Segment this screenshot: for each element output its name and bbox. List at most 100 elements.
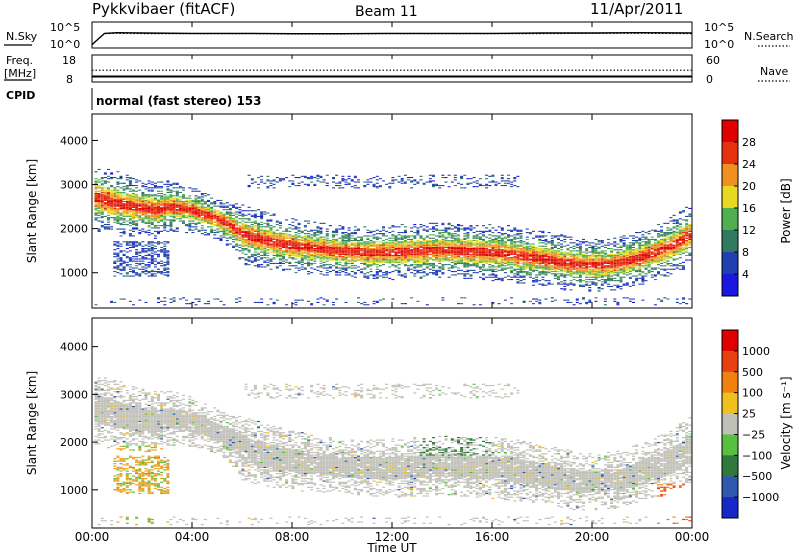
echo-cell-1076 (169, 185, 173, 187)
echo-cell-2967 (369, 271, 373, 273)
echo-cell-447 (128, 233, 132, 235)
echo-cell-3112 (382, 249, 385, 251)
echo-cell-4760 (538, 248, 542, 250)
echo-cell-552 (135, 222, 139, 224)
echo-cell-3064 (375, 182, 379, 184)
echo-cell-3770 (447, 258, 451, 260)
echo-cell-2665 (338, 245, 342, 247)
echo-cell-1691 (244, 233, 248, 235)
echo-cell-3799 (450, 266, 454, 268)
echo-cell-2996 (372, 300, 376, 302)
echo-cell-3826 (450, 225, 454, 227)
echo-cell-3864 (457, 273, 460, 275)
echo-cell-4373 (500, 227, 504, 229)
echo-cell-1312 (197, 190, 201, 192)
echo-cell-3319 (403, 256, 407, 258)
echo-cell-95 (100, 185, 104, 187)
echo-cell-2079 (278, 227, 282, 229)
echo-cell-1924 (266, 254, 270, 256)
echo-cell-763 (150, 262, 154, 264)
echo-cell-3610 (432, 249, 435, 251)
echo-cell-3336 (403, 235, 407, 237)
echo-cell-3275 (400, 303, 404, 305)
echo-cell-3631 (432, 174, 435, 176)
echo-cell-3090 (378, 237, 382, 239)
echo-cell-4072 (475, 262, 479, 264)
echo-cell-3643 (435, 254, 439, 256)
echo-cell-1452 (216, 205, 220, 207)
echo-cell-3585 (428, 240, 432, 242)
echo-cell-3194 (391, 254, 395, 256)
echo-cell-2047 (275, 224, 279, 226)
echo-cell-2704 (341, 228, 345, 230)
echo-cell-4530 (516, 259, 520, 261)
echo-cell-3889 (457, 235, 460, 237)
echo-cell-4042 (472, 261, 476, 263)
echo-cell-1889 (263, 260, 267, 262)
echo-cell-1851 (260, 258, 264, 260)
echo-cell-4518 (516, 276, 520, 278)
echo-cell-523 (132, 196, 135, 198)
echo-cell-3166 (388, 252, 392, 254)
echo-cell-692 (144, 207, 148, 209)
echo-cell-445 (128, 235, 132, 237)
echo-cell-332 (119, 197, 123, 199)
echo-cell-1306 (197, 203, 201, 205)
echo-cell-959 (163, 250, 167, 252)
echo-cell-4181 (485, 253, 489, 255)
echo-cell-4802 (544, 284, 548, 286)
echo-cell-2999 (372, 274, 376, 276)
echo-cell-4515 (516, 282, 520, 284)
echo-cell-3514 (422, 253, 426, 255)
echo-cell-3268 (397, 238, 401, 240)
echo-cell-2520 (322, 236, 326, 238)
echo-cell-2929 (363, 185, 367, 187)
echo-cell-743 (147, 205, 151, 207)
echo-cell-4060 (472, 237, 476, 239)
echo-cell-1391 (210, 226, 214, 228)
echo-cell-4276 (494, 268, 498, 270)
echo-cell-3987 (466, 248, 470, 250)
echo-cell-2280 (300, 251, 304, 253)
echo-cell-4801 (544, 298, 548, 300)
echo-cell-664 (141, 182, 145, 184)
echo-cell-2804 (350, 242, 354, 244)
echo-cell-1778 (253, 254, 257, 256)
echo-cell-4932 (557, 264, 560, 266)
echo-cell-957 (163, 252, 167, 254)
echo-cell-647 (141, 207, 145, 209)
echo-cell-2850 (357, 266, 360, 268)
echo-cell-4622 (525, 265, 529, 267)
echo-cell-226 (113, 205, 117, 207)
echo-cell-480 (128, 178, 132, 180)
echo-cell-3467 (416, 182, 420, 184)
echo-cell-2061 (278, 251, 282, 253)
echo-cell-537 (135, 260, 139, 262)
echo-cell-4677 (532, 281, 535, 283)
echo-cell-2710 (341, 178, 345, 180)
echo-cell-2919 (363, 248, 367, 250)
echo-cell-1553 (228, 212, 232, 214)
echo-cell-2323 (303, 220, 307, 222)
echo-cell-1994 (272, 254, 276, 256)
echo-cell-200 (113, 301, 117, 303)
echo-cell-2039 (275, 240, 279, 242)
echo-cell-584 (138, 268, 142, 270)
echo-cell-2768 (347, 243, 351, 245)
echo-cell-3192 (391, 257, 395, 259)
echo-cell-3535 (425, 274, 429, 276)
echo-cell-1255 (191, 199, 195, 201)
echo-cell-714 (147, 258, 151, 260)
echo-cell-4937 (557, 258, 560, 260)
echo-cell-1616 (238, 297, 242, 299)
echo-cell-3641 (435, 257, 439, 259)
echo-cell-389 (125, 265, 129, 267)
echo-cell-1861 (260, 242, 264, 244)
echo-cell-4921 (557, 282, 560, 284)
echo-cell-474 (128, 188, 132, 190)
echo-cell-3730 (441, 229, 445, 231)
echo-cell-954 (163, 256, 167, 258)
echo-cell-4166 (482, 232, 485, 234)
echo-cell-4685 (532, 265, 535, 267)
echo-cell-4277 (494, 266, 498, 268)
